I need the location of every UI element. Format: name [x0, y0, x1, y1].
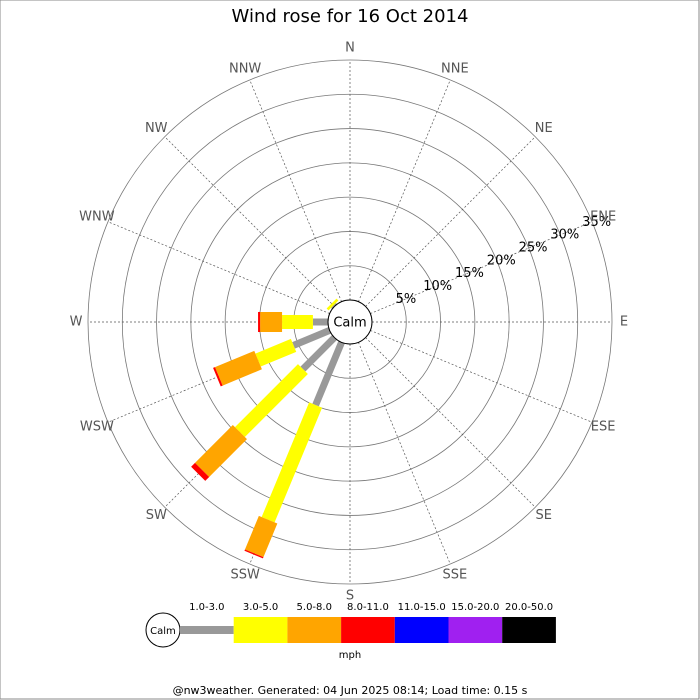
direction-label: W	[70, 315, 83, 330]
legend-swatch	[448, 617, 503, 643]
direction-label: NNE	[441, 61, 469, 76]
rose-segment	[312, 318, 328, 326]
direction-label: NNW	[229, 61, 261, 76]
r-tick-label: 35%	[582, 215, 611, 230]
legend-swatch	[341, 617, 395, 643]
legend-label: 5.0-8.0	[297, 602, 332, 613]
chart-title: Wind rose for 16 Oct 2014	[232, 6, 469, 27]
rose-segment	[255, 338, 297, 367]
legend-swatch	[394, 617, 449, 643]
rose-segment	[234, 364, 308, 438]
r-tick-label: 5%	[396, 292, 417, 307]
rose-segment	[244, 549, 264, 559]
r-tick-label: 15%	[455, 266, 484, 281]
legend-swatch	[180, 626, 234, 634]
spoke	[358, 342, 451, 565]
rose-segment	[326, 298, 339, 311]
rose-segment	[214, 350, 262, 386]
rose-segment	[261, 402, 323, 523]
rose-segment	[260, 312, 283, 332]
rose-segment	[213, 367, 223, 387]
r-tick-label: 30%	[550, 228, 579, 243]
direction-label: NE	[535, 121, 553, 136]
direction-label: WNW	[79, 210, 115, 225]
spoke	[249, 79, 342, 302]
grid-ring	[156, 128, 544, 516]
legend-label: 3.0-5.0	[243, 602, 278, 613]
spoke	[370, 221, 593, 314]
grid-ring	[224, 196, 476, 448]
legend-label: 8.0-11.0	[347, 602, 389, 613]
footer: @nw3weather. Generated: 04 Jun 2025 08:1…	[173, 684, 528, 697]
rose-segment	[244, 515, 278, 558]
direction-label: WSW	[80, 419, 114, 434]
direction-label: N	[345, 41, 355, 56]
r-tick-label: 20%	[487, 253, 516, 268]
direction-label: S	[346, 589, 354, 604]
legend-label: 1.0-3.0	[189, 602, 224, 613]
spoke	[365, 337, 536, 508]
rose-segment	[282, 315, 313, 329]
grid-ring	[87, 59, 613, 585]
rose-segment	[312, 340, 345, 407]
direction-label: NW	[145, 121, 168, 136]
direction-label: ENE	[590, 210, 616, 225]
legend-label: 11.0-15.0	[398, 602, 446, 613]
direction-label: SSE	[442, 568, 467, 583]
legend-unit: mph	[339, 650, 361, 661]
rose-segment	[300, 335, 337, 372]
direction-label: SE	[536, 508, 552, 523]
spoke	[164, 136, 335, 307]
r-tick-label: 10%	[423, 279, 452, 294]
legend-swatch	[233, 617, 288, 643]
rose-segment	[330, 302, 337, 309]
legend-swatch	[287, 617, 342, 643]
rose-segment	[191, 462, 210, 481]
direction-label: E	[620, 315, 628, 330]
spoke	[358, 79, 451, 302]
calm-label: Calm	[333, 316, 366, 331]
direction-label: SW	[146, 508, 167, 523]
direction-label: SSW	[230, 568, 260, 583]
spoke	[107, 221, 330, 314]
spoke	[365, 136, 536, 307]
calm-circle	[327, 299, 373, 345]
spoke	[370, 330, 593, 423]
r-tick-label: 25%	[519, 241, 548, 256]
legend-calm-label: Calm	[150, 626, 176, 637]
legend-label: 15.0-20.0	[451, 602, 499, 613]
rose-segment	[292, 327, 332, 349]
legend-label: 20.0-50.0	[505, 602, 553, 613]
rose-segment	[258, 312, 261, 332]
rose-segment	[195, 425, 247, 477]
direction-label: ESE	[591, 419, 616, 434]
legend-swatch	[502, 617, 556, 643]
